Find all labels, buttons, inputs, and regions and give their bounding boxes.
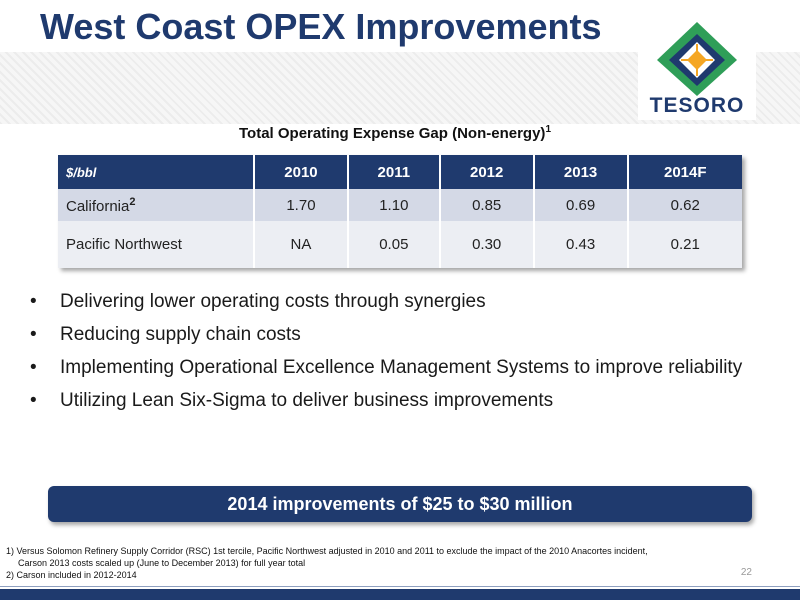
table-row: Pacific Northwest NA 0.05 0.30 0.43 0.21 [58, 221, 742, 268]
table-cell: 0.21 [627, 221, 742, 268]
row-label-text: Pacific Northwest [66, 236, 182, 253]
table-title-text: Total Operating Expense Gap (Non-energy) [239, 125, 546, 142]
list-item: • Utilizing Lean Six-Sigma to deliver bus… [30, 389, 750, 413]
table-cell: 0.43 [533, 221, 629, 268]
table-header-row: $/bbl 2010 2011 2012 2013 2014F [58, 155, 742, 189]
column-header: 2011 [347, 155, 441, 189]
bullet-text: Delivering lower operating costs through… [60, 291, 486, 312]
footnotes: 1) Versus Solomon Refinery Supply Corrid… [6, 545, 746, 581]
bullet-list: • Delivering lower operating costs throug… [30, 290, 750, 422]
table-cell: NA [254, 221, 349, 268]
row-label-footnote-ref: 2 [129, 195, 136, 208]
list-item: • Delivering lower operating costs throug… [30, 290, 750, 314]
unit-header: $/bbl [58, 155, 255, 189]
table-cell: 0.69 [533, 189, 629, 221]
table-title-footnote-ref: 1 [545, 124, 551, 135]
bullet-text: Implementing Operational Excellence Mana… [60, 357, 743, 378]
row-label: California2 [58, 189, 255, 221]
list-item: • Implementing Operational Excellence Man… [30, 356, 750, 380]
table-cell: 1.70 [254, 189, 349, 221]
opex-gap-table: $/bbl 2010 2011 2012 2013 2014F Californ… [58, 155, 742, 268]
footer-bar [0, 589, 800, 600]
table-cell: 0.30 [439, 221, 535, 268]
footnote-1-continued: Carson 2013 costs scaled up (June to Dec… [18, 558, 306, 568]
column-header: 2013 [533, 155, 629, 189]
bullet-icon: • [30, 390, 37, 411]
column-header: 2010 [254, 155, 349, 189]
table-cell: 1.10 [347, 189, 441, 221]
footnote-1: 1) Versus Solomon Refinery Supply Corrid… [6, 546, 648, 556]
slide-title: West Coast OPEX Improvements [40, 6, 602, 47]
column-header: 2014F [627, 155, 742, 189]
row-label: Pacific Northwest [58, 221, 255, 268]
tesoro-logo: TESORO [638, 12, 756, 120]
row-label-text: California [66, 197, 130, 215]
footnote-2: 2) Carson included in 2012-2014 [6, 570, 137, 580]
table-title: Total Operating Expense Gap (Non-energy)… [0, 124, 790, 142]
list-item: • Reducing supply chain costs [30, 323, 750, 347]
table-cell: 0.62 [627, 189, 742, 221]
page-number: 22 [740, 567, 752, 578]
bullet-text: Reducing supply chain costs [60, 324, 301, 345]
improvement-callout: 2014 improvements of $25 to $30 million [48, 486, 752, 522]
table-row: California2 1.70 1.10 0.85 0.69 0.62 [58, 189, 742, 221]
bullet-icon: • [30, 357, 37, 378]
tesoro-diamond-logo-icon [657, 22, 737, 96]
column-header: 2012 [439, 155, 535, 189]
footer-divider [0, 586, 800, 587]
table-cell: 0.05 [347, 221, 441, 268]
bullet-icon: • [30, 291, 37, 312]
bullet-icon: • [30, 324, 37, 345]
table-cell: 0.85 [439, 189, 535, 221]
logo-wordmark: TESORO [649, 94, 745, 117]
bullet-text: Utilizing Lean Six-Sigma to deliver busi… [60, 390, 554, 411]
